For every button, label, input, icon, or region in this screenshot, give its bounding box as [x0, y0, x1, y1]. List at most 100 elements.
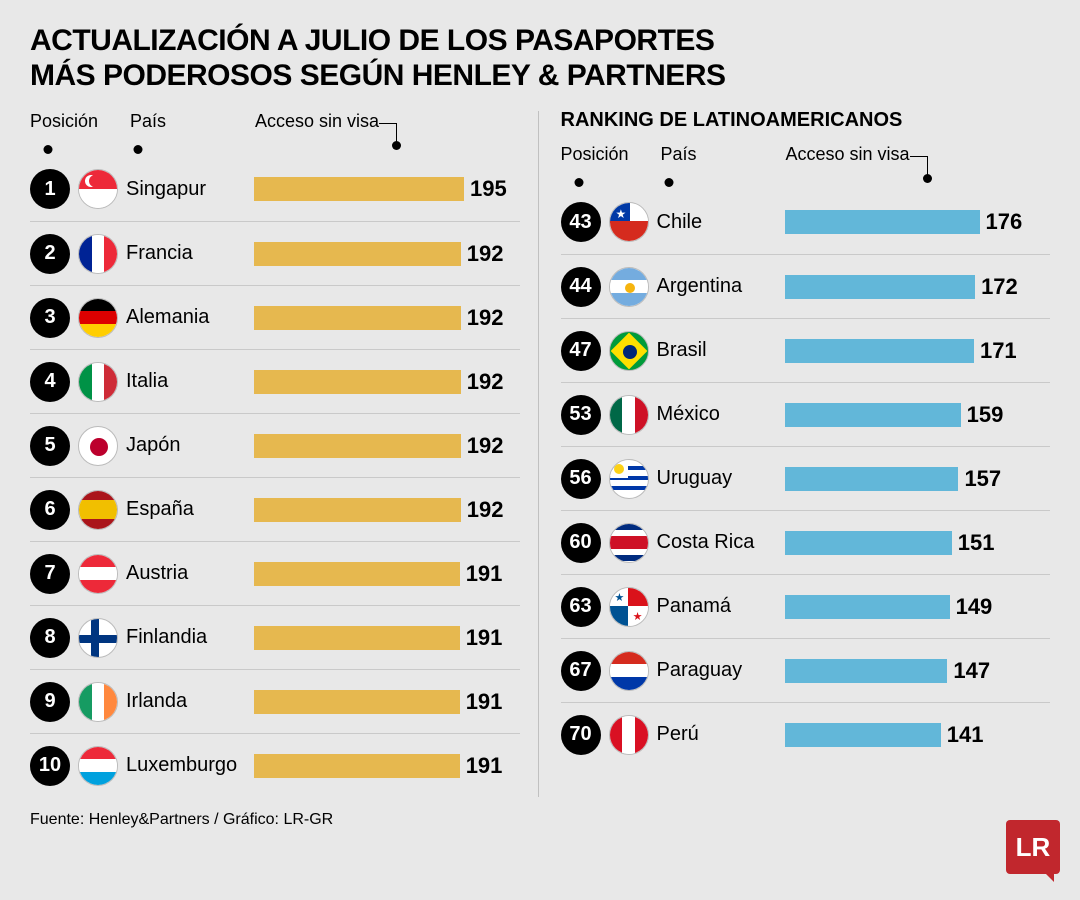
bar — [785, 210, 980, 234]
country-label: Costa Rica — [657, 531, 777, 554]
bar — [254, 690, 460, 714]
bar-value: 192 — [467, 497, 504, 523]
bar-wrap: 192 — [254, 369, 520, 395]
table-row: 53México159 — [561, 382, 1051, 446]
country-label: Irlanda — [126, 690, 246, 713]
bar-value: 157 — [964, 466, 1001, 492]
rank-badge: 3 — [30, 298, 70, 338]
table-row: 8Finlandia191 — [30, 605, 520, 669]
rank-badge: 7 — [30, 554, 70, 594]
bar-value: 195 — [470, 176, 507, 202]
table-row: 5Japón192 — [30, 413, 520, 477]
table-row: 3 Alemania 192 — [30, 285, 520, 349]
country-label: Luxemburgo — [126, 754, 246, 777]
bar-value: 149 — [956, 594, 993, 620]
flag-icon — [609, 459, 649, 499]
table-row: 7 Austria 191 — [30, 541, 520, 605]
bar-value: 192 — [467, 369, 504, 395]
rank-badge: 56 — [561, 459, 601, 499]
table-row: 1Singapur195 — [30, 157, 520, 221]
bar-wrap: 176 — [785, 209, 1051, 235]
legend-country: País — [130, 111, 166, 132]
bar-value: 192 — [467, 305, 504, 331]
bar — [785, 659, 948, 683]
legend-position: Posición — [30, 111, 98, 132]
bar-wrap: 195 — [254, 176, 520, 202]
bar-value: 192 — [467, 241, 504, 267]
country-label: Italia — [126, 370, 246, 393]
bar-wrap: 147 — [785, 658, 1051, 684]
bar — [785, 403, 961, 427]
bar-wrap: 141 — [785, 722, 1051, 748]
flag-icon — [78, 746, 118, 786]
flag-icon — [78, 234, 118, 274]
flag-icon — [78, 618, 118, 658]
country-label: Argentina — [657, 275, 777, 298]
rank-badge: 47 — [561, 331, 601, 371]
country-label: España — [126, 498, 246, 521]
bar-value: 147 — [953, 658, 990, 684]
lr-logo: LR — [1006, 820, 1060, 874]
flag-icon: ★ — [609, 202, 649, 242]
country-label: Francia — [126, 242, 246, 265]
global-legend: Posición País Acceso sin visa — [30, 111, 520, 151]
bar — [254, 306, 461, 330]
latam-column: RANKING DE LATINOAMERICANOS Posición Paí… — [539, 111, 1051, 797]
country-label: Panamá — [657, 595, 777, 618]
country-label: Perú — [657, 723, 777, 746]
bar-wrap: 191 — [254, 561, 520, 587]
latam-legend: Posición País Acceso sin visa — [561, 144, 1051, 184]
country-label: Uruguay — [657, 467, 777, 490]
bar-wrap: 192 — [254, 305, 520, 331]
bar — [254, 370, 461, 394]
rank-badge: 63 — [561, 587, 601, 627]
bar-value: 151 — [958, 530, 995, 556]
rank-badge: 2 — [30, 234, 70, 274]
rank-badge: 5 — [30, 426, 70, 466]
latam-rows: 43★Chile17644Argentina17247Brasil17153Mé… — [561, 190, 1051, 766]
legend-value: Acceso sin visa — [786, 144, 910, 165]
rank-badge: 60 — [561, 523, 601, 563]
columns: Posición País Acceso sin visa 1Singapur1… — [30, 111, 1050, 797]
table-row: 60 Costa Rica 151 — [561, 510, 1051, 574]
country-label: Brasil — [657, 339, 777, 362]
bar-wrap: 157 — [785, 466, 1051, 492]
table-row: 6España192 — [30, 477, 520, 541]
flag-icon — [609, 395, 649, 435]
legend-country: País — [661, 144, 697, 165]
bar-wrap: 191 — [254, 625, 520, 651]
country-label: Austria — [126, 562, 246, 585]
bar-wrap: 192 — [254, 433, 520, 459]
rank-badge: 10 — [30, 746, 70, 786]
bar-wrap: 172 — [785, 274, 1051, 300]
table-row: 67Paraguay147 — [561, 638, 1051, 702]
bar-wrap: 151 — [785, 530, 1051, 556]
page-title: ACTUALIZACIÓN A JULIO DE LOS PASAPORTES … — [30, 24, 1050, 93]
bar-value: 191 — [466, 625, 503, 651]
bar-wrap: 192 — [254, 497, 520, 523]
bar-value: 159 — [967, 402, 1004, 428]
bar-value: 141 — [947, 722, 984, 748]
bar — [785, 275, 976, 299]
rank-badge: 9 — [30, 682, 70, 722]
rank-badge: 4 — [30, 362, 70, 402]
bar-value: 172 — [981, 274, 1018, 300]
bar — [785, 531, 952, 555]
bar — [254, 498, 461, 522]
global-column: Posición País Acceso sin visa 1Singapur1… — [30, 111, 539, 797]
flag-icon — [78, 682, 118, 722]
bar-value: 191 — [466, 689, 503, 715]
table-row: 63★★ Panamá 149 — [561, 574, 1051, 638]
flag-icon — [609, 523, 649, 563]
country-label: Paraguay — [657, 659, 777, 682]
flag-icon: ★★ — [609, 587, 649, 627]
flag-icon — [78, 362, 118, 402]
bar-wrap: 191 — [254, 753, 520, 779]
flag-icon — [78, 490, 118, 530]
source-text: Fuente: Henley&Partners / Gráfico: LR-GR — [30, 811, 1050, 829]
table-row: 70Perú141 — [561, 702, 1051, 766]
country-label: Alemania — [126, 306, 246, 329]
flag-icon — [609, 331, 649, 371]
table-row: 56 Uruguay 157 — [561, 446, 1051, 510]
table-row: 2 Francia 192 — [30, 221, 520, 285]
